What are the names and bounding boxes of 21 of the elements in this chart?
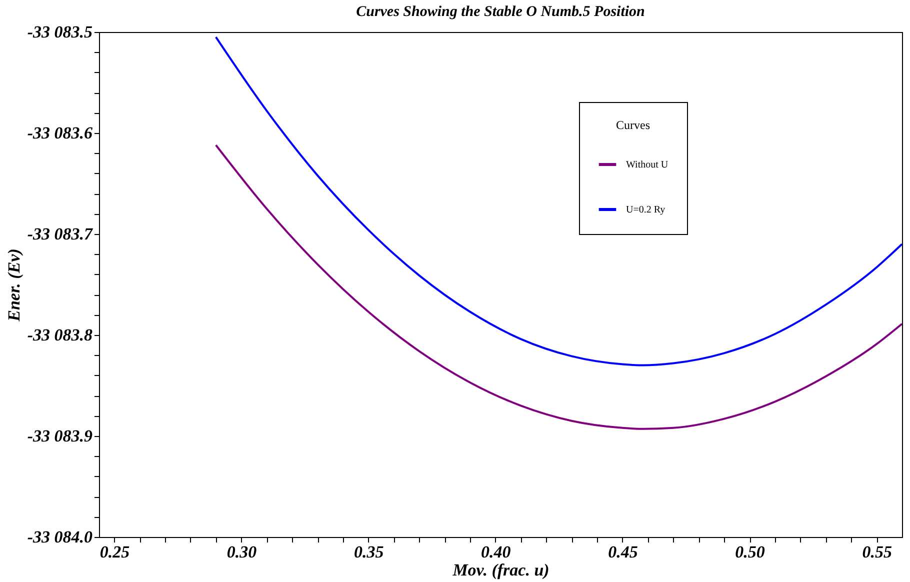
x-tick-label: 0.40 (481, 542, 512, 562)
x-tick-label: 0.30 (226, 542, 258, 562)
y-tick-label: -33 083.9 (27, 426, 93, 446)
line-series (214, 36, 902, 366)
x-tick-label: 0.50 (735, 542, 766, 562)
x-tick-label: 0.55 (862, 542, 892, 562)
x-tick-label: 0.35 (354, 542, 384, 562)
y-tick-label: -33 083.8 (27, 326, 93, 344)
y-tick-label: -33 084.0 (27, 528, 93, 546)
y-tick-label: -33 083.5 (27, 22, 93, 42)
legend-label: U=0.2 Ry (626, 204, 666, 216)
y-tick-label: -33 083.7 (27, 224, 94, 244)
x-tick-label: 0.45 (608, 542, 638, 562)
legend-label: Without U (626, 160, 669, 170)
x-tick-label: 0.25 (100, 542, 130, 562)
legend-title: Curves (616, 118, 650, 132)
line-series (214, 144, 902, 430)
x-axis-title: Mov. (frac. u) (452, 560, 550, 580)
chart-title: Curves Showing the Stable O Numb.5 Position (356, 4, 645, 20)
y-axis-title: Ener. (Ev) (4, 248, 24, 322)
y-tick-label: -33 083.6 (27, 124, 93, 142)
